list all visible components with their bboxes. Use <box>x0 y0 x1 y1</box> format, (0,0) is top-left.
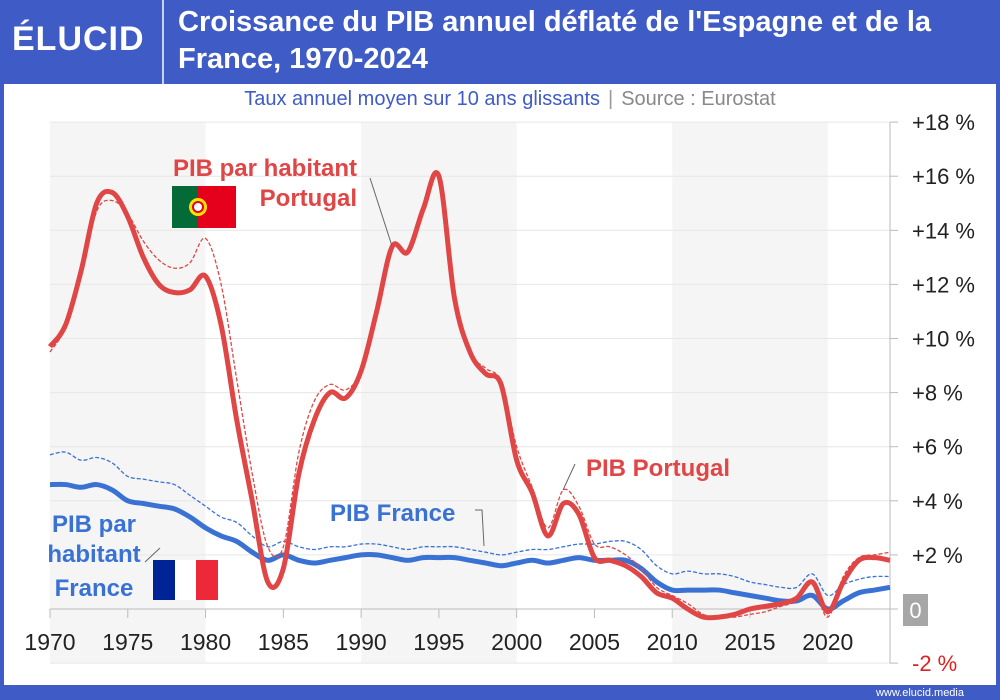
x-tick-label: 2015 <box>724 629 775 655</box>
x-tick-label: 2010 <box>647 629 698 655</box>
subtitle-text: Taux annuel moyen sur 10 ans glissants <box>244 88 601 110</box>
elucid-logo: ÉLUCID <box>12 20 145 58</box>
pt-capita-label-2: Portugal <box>260 185 357 212</box>
pt-capita-label-1: PIB par habitant <box>173 155 357 182</box>
y-tick-label: +14 % <box>912 218 975 243</box>
y-tick-label: +4 % <box>912 489 963 514</box>
y-tick-label: +16 % <box>912 164 975 189</box>
fr-capita-label-2: habitant <box>47 541 140 568</box>
x-tick-label: 1995 <box>413 629 464 655</box>
portugal-flag-icon <box>172 186 236 228</box>
x-tick-label: 1975 <box>102 629 153 655</box>
y-tick-label: 0 <box>909 598 921 623</box>
series-line-pib-par-habitant-france <box>49 481 891 612</box>
x-tick-label: 1980 <box>180 629 231 655</box>
x-tick-label: 2020 <box>802 629 853 655</box>
x-tick-label: 2005 <box>569 629 620 655</box>
x-tick-label: 2000 <box>491 629 542 655</box>
y-tick-label: +2 % <box>912 543 963 568</box>
source-text: Source : Eurostat <box>621 88 776 110</box>
y-tick-label: +6 % <box>912 435 963 460</box>
zero-badge <box>903 594 928 626</box>
pt-gdp-leader-line <box>562 463 576 491</box>
series-line-pib-france <box>49 451 891 597</box>
x-tick-label: 1970 <box>24 629 75 655</box>
y-tick-label: +10 % <box>912 327 975 352</box>
pt-capita-leader-line <box>369 177 393 247</box>
pt-gdp-label: PIB Portugal <box>586 455 730 482</box>
x-tick-label: 1990 <box>336 629 387 655</box>
header: ÉLUCID Croissance du PIB annuel déflaté … <box>0 0 1000 84</box>
y-tick-label: +12 % <box>912 272 975 297</box>
y-tick-label: -2 % <box>912 651 957 676</box>
footer-url[interactable]: www.elucid.media <box>875 687 964 699</box>
fr-gdp-label: PIB France <box>330 500 455 527</box>
y-tick-label: +18 % <box>912 110 975 135</box>
subtitle-separator: | <box>608 88 614 110</box>
fr-capita-label-3: France <box>55 575 134 602</box>
fr-capita-leader-line <box>144 547 161 563</box>
series-line-pib-par-habitant-portugal <box>47 170 891 621</box>
y-tick-label: +8 % <box>912 381 963 406</box>
fr-gdp-leader-line <box>475 509 485 547</box>
header-divider <box>162 0 164 84</box>
x-tick-label: 1985 <box>258 629 309 655</box>
fr-capita-label-1: PIB par <box>52 511 136 538</box>
chart-title: Croissance du PIB annuel déflaté de l'Es… <box>178 6 932 75</box>
france-flag-icon <box>153 560 218 600</box>
chart-subtitle: Taux annuel moyen sur 10 ans glissants | S… <box>0 88 1000 111</box>
